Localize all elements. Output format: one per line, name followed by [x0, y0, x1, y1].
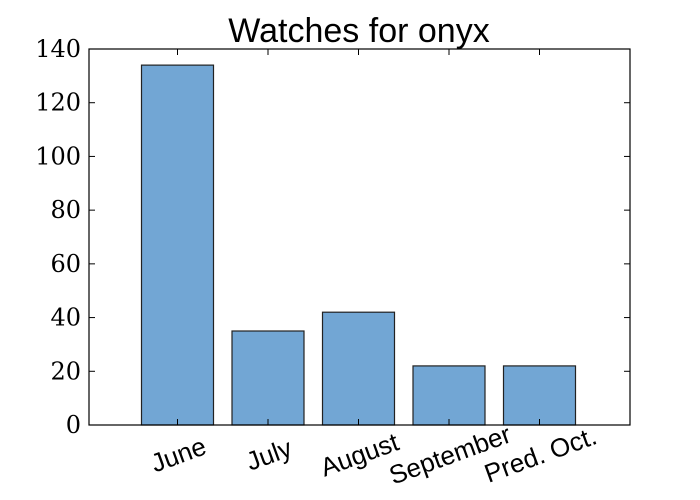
y-tick-label: 140: [35, 35, 81, 63]
y-tick-label: 80: [50, 196, 81, 224]
y-tick-label: 0: [66, 411, 81, 439]
chart-title: Watches for onyx: [228, 12, 489, 50]
bar-july: [231, 330, 305, 426]
bar-june: [140, 64, 215, 426]
plot-frame: [88, 48, 631, 426]
bar-pred-oct: [502, 365, 577, 426]
bar-august: [321, 311, 396, 426]
x-tick-label: June: [147, 431, 210, 478]
y-tick-label: 60: [50, 250, 81, 278]
x-tick-label: July: [242, 433, 296, 477]
y-tick-label: 40: [50, 304, 81, 332]
bar-september: [412, 365, 486, 426]
y-tick-label: 120: [35, 89, 81, 117]
y-tick-label: 20: [50, 357, 81, 385]
y-tick-label: 100: [35, 142, 81, 170]
